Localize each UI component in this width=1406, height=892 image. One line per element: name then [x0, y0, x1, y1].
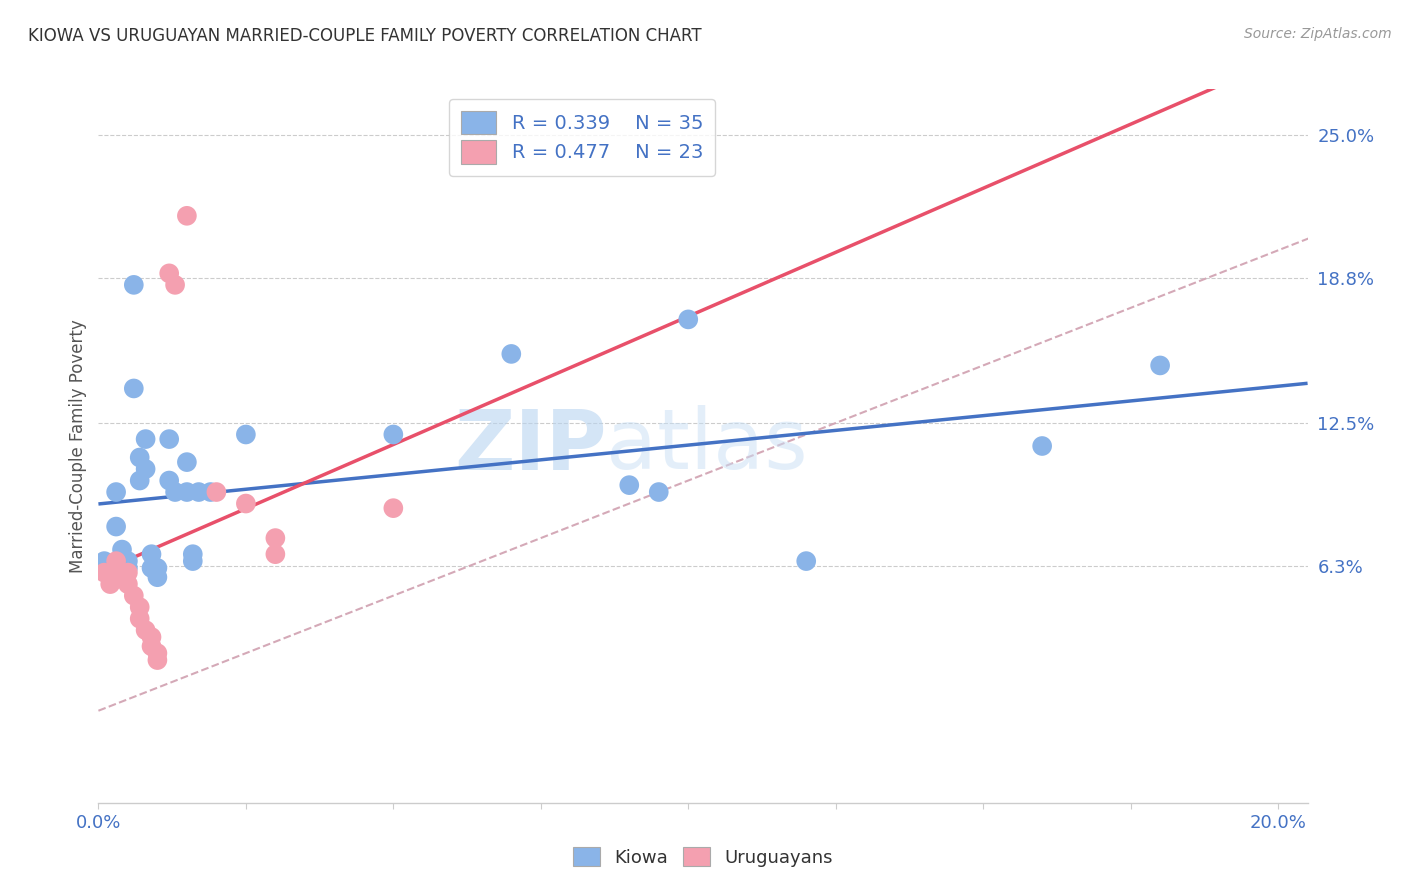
Point [146, 570, 169, 584]
Point [128, 612, 150, 626]
Point [165, 277, 187, 292]
Point [794, 554, 817, 568]
Point [146, 646, 169, 660]
Text: KIOWA VS URUGUAYAN MARRIED-COUPLE FAMILY POVERTY CORRELATION CHART: KIOWA VS URUGUAYAN MARRIED-COUPLE FAMILY… [28, 27, 702, 45]
Point [111, 570, 134, 584]
Point [141, 640, 163, 654]
Point [200, 485, 222, 500]
Point [128, 474, 150, 488]
Point [648, 485, 671, 500]
Point [165, 485, 187, 500]
Point [146, 653, 169, 667]
Point [135, 623, 157, 637]
Point [501, 347, 523, 361]
Point [141, 547, 163, 561]
Point [619, 478, 641, 492]
Point [181, 554, 204, 568]
Point [205, 485, 228, 500]
Point [122, 277, 145, 292]
Point [105, 485, 128, 500]
Point [382, 501, 405, 516]
Point [105, 566, 128, 580]
Point [128, 450, 150, 465]
Point [111, 542, 134, 557]
Point [141, 561, 163, 575]
Legend: Kiowa, Uruguayans: Kiowa, Uruguayans [565, 840, 841, 874]
Point [128, 600, 150, 615]
Text: Source: ZipAtlas.com: Source: ZipAtlas.com [1244, 27, 1392, 41]
Point [264, 531, 287, 545]
Point [135, 462, 157, 476]
Point [157, 474, 180, 488]
Text: atlas: atlas [606, 406, 808, 486]
Point [117, 577, 139, 591]
Point [135, 432, 157, 446]
Point [1149, 359, 1171, 373]
Point [93, 566, 115, 580]
Point [93, 554, 115, 568]
Point [1031, 439, 1053, 453]
Point [176, 455, 198, 469]
Point [382, 427, 405, 442]
Point [98, 566, 121, 580]
Point [678, 312, 700, 326]
Point [117, 561, 139, 575]
Point [141, 630, 163, 644]
Point [235, 497, 257, 511]
Point [122, 589, 145, 603]
Point [122, 381, 145, 395]
Point [176, 209, 198, 223]
Point [264, 547, 287, 561]
Text: 0.0%: 0.0% [76, 814, 121, 832]
Point [187, 485, 209, 500]
Point [105, 519, 128, 533]
Y-axis label: Married-Couple Family Poverty: Married-Couple Family Poverty [69, 319, 87, 573]
Text: ZIP: ZIP [454, 406, 606, 486]
Point [235, 427, 257, 442]
Point [157, 266, 180, 280]
Point [105, 554, 128, 568]
Point [176, 485, 198, 500]
Text: 20.0%: 20.0% [1250, 814, 1306, 832]
Point [117, 566, 139, 580]
Point [146, 561, 169, 575]
Point [98, 577, 121, 591]
Legend: R = 0.339    N = 35, R = 0.477    N = 23: R = 0.339 N = 35, R = 0.477 N = 23 [450, 99, 714, 176]
Point [157, 432, 180, 446]
Point [181, 547, 204, 561]
Point [117, 554, 139, 568]
